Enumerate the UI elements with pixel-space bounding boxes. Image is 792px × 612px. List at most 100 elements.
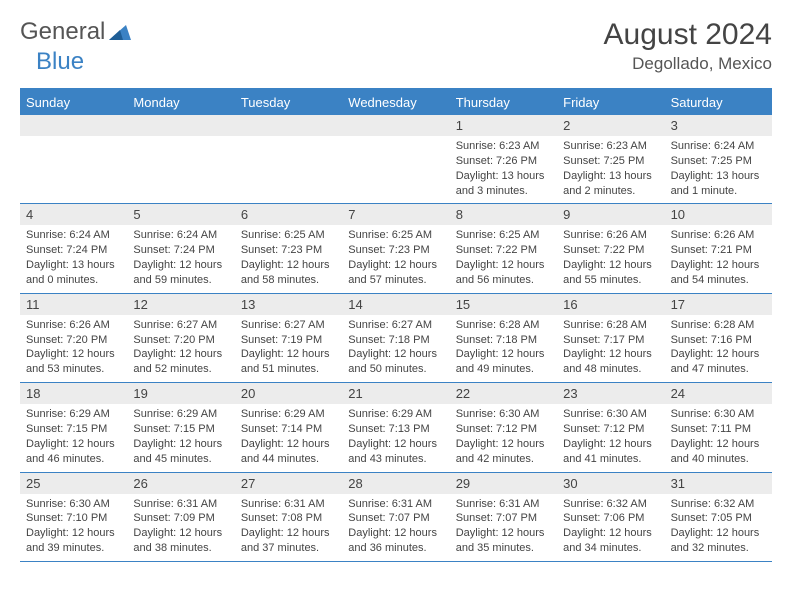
calendar-week: 25Sunrise: 6:30 AMSunset: 7:10 PMDayligh… [20, 473, 772, 562]
sunset-text: Sunset: 7:25 PM [563, 154, 658, 169]
calendar-day: 24Sunrise: 6:30 AMSunset: 7:11 PMDayligh… [665, 383, 772, 471]
day-content: Sunrise: 6:31 AMSunset: 7:09 PMDaylight:… [127, 494, 234, 561]
daylight-text: Daylight: 13 hours and 2 minutes. [563, 169, 658, 199]
day-number: 16 [557, 294, 664, 315]
weekday-header: Saturday [665, 90, 772, 115]
day-number: 24 [665, 383, 772, 404]
sunset-text: Sunset: 7:16 PM [671, 333, 766, 348]
day-number: 14 [342, 294, 449, 315]
day-number: 28 [342, 473, 449, 494]
daylight-text: Daylight: 12 hours and 43 minutes. [348, 437, 443, 467]
sunrise-text: Sunrise: 6:27 AM [348, 318, 443, 333]
sunset-text: Sunset: 7:25 PM [671, 154, 766, 169]
sunrise-text: Sunrise: 6:28 AM [456, 318, 551, 333]
weeks-container: 1Sunrise: 6:23 AMSunset: 7:26 PMDaylight… [20, 115, 772, 562]
sunset-text: Sunset: 7:11 PM [671, 422, 766, 437]
day-content: Sunrise: 6:27 AMSunset: 7:18 PMDaylight:… [342, 315, 449, 382]
calendar-day: 31Sunrise: 6:32 AMSunset: 7:05 PMDayligh… [665, 473, 772, 561]
daylight-text: Daylight: 12 hours and 47 minutes. [671, 347, 766, 377]
daylight-text: Daylight: 12 hours and 59 minutes. [133, 258, 228, 288]
calendar-day: 7Sunrise: 6:25 AMSunset: 7:23 PMDaylight… [342, 204, 449, 292]
day-content: Sunrise: 6:25 AMSunset: 7:23 PMDaylight:… [235, 225, 342, 292]
calendar-day [342, 115, 449, 203]
sunrise-text: Sunrise: 6:32 AM [563, 497, 658, 512]
day-content: Sunrise: 6:31 AMSunset: 7:08 PMDaylight:… [235, 494, 342, 561]
sunrise-text: Sunrise: 6:26 AM [671, 228, 766, 243]
daylight-text: Daylight: 12 hours and 40 minutes. [671, 437, 766, 467]
calendar-day: 19Sunrise: 6:29 AMSunset: 7:15 PMDayligh… [127, 383, 234, 471]
weekday-header: Thursday [450, 90, 557, 115]
weekday-header-row: Sunday Monday Tuesday Wednesday Thursday… [20, 90, 772, 115]
sunset-text: Sunset: 7:05 PM [671, 511, 766, 526]
calendar-day [20, 115, 127, 203]
day-content [20, 136, 127, 144]
calendar-day: 9Sunrise: 6:26 AMSunset: 7:22 PMDaylight… [557, 204, 664, 292]
sunrise-text: Sunrise: 6:31 AM [241, 497, 336, 512]
day-content: Sunrise: 6:29 AMSunset: 7:15 PMDaylight:… [20, 404, 127, 471]
calendar-day: 16Sunrise: 6:28 AMSunset: 7:17 PMDayligh… [557, 294, 664, 382]
day-content: Sunrise: 6:23 AMSunset: 7:26 PMDaylight:… [450, 136, 557, 203]
daylight-text: Daylight: 12 hours and 55 minutes. [563, 258, 658, 288]
calendar-day: 27Sunrise: 6:31 AMSunset: 7:08 PMDayligh… [235, 473, 342, 561]
header: General August 2024 Degollado, Mexico [20, 18, 772, 74]
day-content: Sunrise: 6:32 AMSunset: 7:06 PMDaylight:… [557, 494, 664, 561]
sunrise-text: Sunrise: 6:23 AM [456, 139, 551, 154]
calendar-day: 25Sunrise: 6:30 AMSunset: 7:10 PMDayligh… [20, 473, 127, 561]
day-number: 1 [450, 115, 557, 136]
calendar-day: 30Sunrise: 6:32 AMSunset: 7:06 PMDayligh… [557, 473, 664, 561]
day-number: 27 [235, 473, 342, 494]
calendar-day: 4Sunrise: 6:24 AMSunset: 7:24 PMDaylight… [20, 204, 127, 292]
sunrise-text: Sunrise: 6:29 AM [133, 407, 228, 422]
calendar-day: 10Sunrise: 6:26 AMSunset: 7:21 PMDayligh… [665, 204, 772, 292]
sunrise-text: Sunrise: 6:23 AM [563, 139, 658, 154]
day-number: 25 [20, 473, 127, 494]
day-number: 21 [342, 383, 449, 404]
sunset-text: Sunset: 7:08 PM [241, 511, 336, 526]
day-content: Sunrise: 6:31 AMSunset: 7:07 PMDaylight:… [342, 494, 449, 561]
day-number: 8 [450, 204, 557, 225]
daylight-text: Daylight: 12 hours and 37 minutes. [241, 526, 336, 556]
daylight-text: Daylight: 12 hours and 58 minutes. [241, 258, 336, 288]
day-content: Sunrise: 6:24 AMSunset: 7:24 PMDaylight:… [127, 225, 234, 292]
sunrise-text: Sunrise: 6:25 AM [456, 228, 551, 243]
daylight-text: Daylight: 12 hours and 49 minutes. [456, 347, 551, 377]
daylight-text: Daylight: 12 hours and 42 minutes. [456, 437, 551, 467]
daylight-text: Daylight: 13 hours and 1 minute. [671, 169, 766, 199]
calendar-day: 6Sunrise: 6:25 AMSunset: 7:23 PMDaylight… [235, 204, 342, 292]
day-content: Sunrise: 6:30 AMSunset: 7:12 PMDaylight:… [450, 404, 557, 471]
day-number [127, 115, 234, 136]
sunset-text: Sunset: 7:18 PM [456, 333, 551, 348]
weekday-header: Tuesday [235, 90, 342, 115]
sunset-text: Sunset: 7:09 PM [133, 511, 228, 526]
day-content [127, 136, 234, 144]
day-number: 9 [557, 204, 664, 225]
day-content: Sunrise: 6:26 AMSunset: 7:20 PMDaylight:… [20, 315, 127, 382]
day-number: 5 [127, 204, 234, 225]
sunrise-text: Sunrise: 6:25 AM [348, 228, 443, 243]
sunset-text: Sunset: 7:20 PM [26, 333, 121, 348]
day-number [235, 115, 342, 136]
day-number: 30 [557, 473, 664, 494]
logo: General [20, 18, 133, 46]
sunrise-text: Sunrise: 6:29 AM [241, 407, 336, 422]
day-number: 18 [20, 383, 127, 404]
title-block: August 2024 Degollado, Mexico [604, 18, 772, 74]
day-content: Sunrise: 6:28 AMSunset: 7:16 PMDaylight:… [665, 315, 772, 382]
weekday-header: Monday [127, 90, 234, 115]
day-number: 3 [665, 115, 772, 136]
day-number: 17 [665, 294, 772, 315]
day-number: 23 [557, 383, 664, 404]
day-content: Sunrise: 6:26 AMSunset: 7:22 PMDaylight:… [557, 225, 664, 292]
daylight-text: Daylight: 12 hours and 45 minutes. [133, 437, 228, 467]
day-content: Sunrise: 6:28 AMSunset: 7:18 PMDaylight:… [450, 315, 557, 382]
day-number: 11 [20, 294, 127, 315]
calendar-week: 1Sunrise: 6:23 AMSunset: 7:26 PMDaylight… [20, 115, 772, 204]
sunset-text: Sunset: 7:15 PM [133, 422, 228, 437]
weekday-header: Wednesday [342, 90, 449, 115]
sunrise-text: Sunrise: 6:32 AM [671, 497, 766, 512]
day-content [235, 136, 342, 144]
calendar-day: 12Sunrise: 6:27 AMSunset: 7:20 PMDayligh… [127, 294, 234, 382]
title-location: Degollado, Mexico [604, 54, 772, 74]
day-content: Sunrise: 6:24 AMSunset: 7:25 PMDaylight:… [665, 136, 772, 203]
daylight-text: Daylight: 12 hours and 44 minutes. [241, 437, 336, 467]
